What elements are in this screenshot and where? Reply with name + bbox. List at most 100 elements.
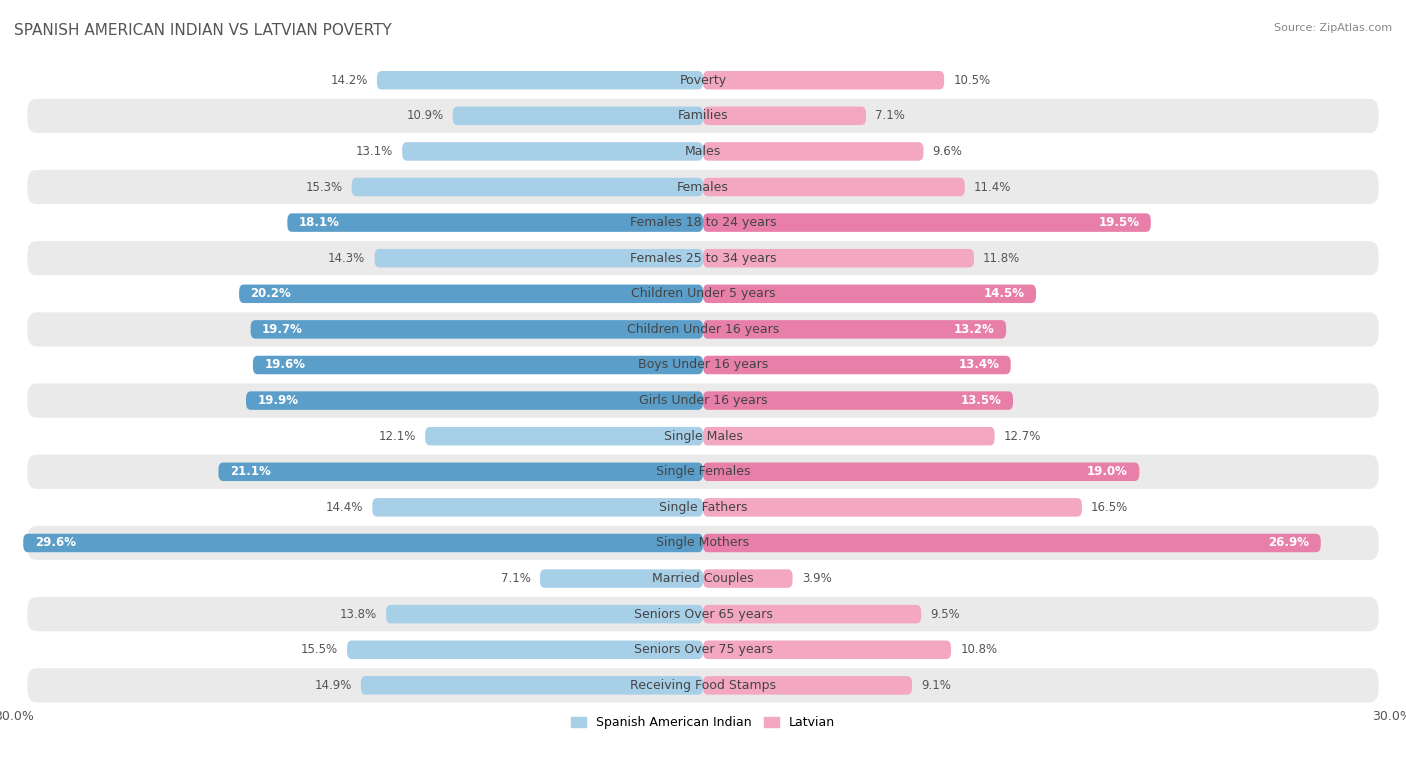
FancyBboxPatch shape: [361, 676, 703, 694]
Text: 14.4%: 14.4%: [326, 501, 363, 514]
FancyBboxPatch shape: [703, 569, 793, 587]
FancyBboxPatch shape: [27, 63, 1379, 97]
FancyBboxPatch shape: [387, 605, 703, 623]
FancyBboxPatch shape: [24, 534, 703, 553]
Text: Single Males: Single Males: [664, 430, 742, 443]
FancyBboxPatch shape: [425, 427, 703, 446]
Text: Seniors Over 65 years: Seniors Over 65 years: [634, 608, 772, 621]
Text: 12.1%: 12.1%: [378, 430, 416, 443]
FancyBboxPatch shape: [27, 99, 1379, 133]
FancyBboxPatch shape: [703, 534, 1320, 553]
Text: 7.1%: 7.1%: [501, 572, 531, 585]
Text: Children Under 16 years: Children Under 16 years: [627, 323, 779, 336]
Text: Girls Under 16 years: Girls Under 16 years: [638, 394, 768, 407]
FancyBboxPatch shape: [27, 205, 1379, 240]
FancyBboxPatch shape: [540, 569, 703, 587]
FancyBboxPatch shape: [27, 633, 1379, 667]
FancyBboxPatch shape: [27, 241, 1379, 275]
FancyBboxPatch shape: [27, 384, 1379, 418]
FancyBboxPatch shape: [27, 170, 1379, 204]
FancyBboxPatch shape: [239, 284, 703, 303]
FancyBboxPatch shape: [27, 134, 1379, 168]
FancyBboxPatch shape: [377, 71, 703, 89]
Text: 19.9%: 19.9%: [257, 394, 298, 407]
FancyBboxPatch shape: [27, 348, 1379, 382]
Text: Females 18 to 24 years: Females 18 to 24 years: [630, 216, 776, 229]
Text: 29.6%: 29.6%: [35, 537, 76, 550]
Text: Seniors Over 75 years: Seniors Over 75 years: [634, 644, 772, 656]
FancyBboxPatch shape: [352, 178, 703, 196]
Text: 15.5%: 15.5%: [301, 644, 337, 656]
Text: SPANISH AMERICAN INDIAN VS LATVIAN POVERTY: SPANISH AMERICAN INDIAN VS LATVIAN POVER…: [14, 23, 392, 38]
Text: 7.1%: 7.1%: [875, 109, 905, 122]
FancyBboxPatch shape: [27, 526, 1379, 560]
FancyBboxPatch shape: [703, 143, 924, 161]
FancyBboxPatch shape: [703, 178, 965, 196]
Text: 11.4%: 11.4%: [974, 180, 1011, 193]
Text: 10.9%: 10.9%: [406, 109, 443, 122]
FancyBboxPatch shape: [27, 277, 1379, 311]
FancyBboxPatch shape: [402, 143, 703, 161]
Text: 11.8%: 11.8%: [983, 252, 1021, 265]
FancyBboxPatch shape: [703, 284, 1036, 303]
FancyBboxPatch shape: [287, 213, 703, 232]
Text: 12.7%: 12.7%: [1004, 430, 1042, 443]
Text: 14.3%: 14.3%: [328, 252, 366, 265]
FancyBboxPatch shape: [703, 676, 912, 694]
Text: 13.1%: 13.1%: [356, 145, 392, 158]
Text: 18.1%: 18.1%: [299, 216, 340, 229]
FancyBboxPatch shape: [27, 490, 1379, 525]
Text: 19.6%: 19.6%: [264, 359, 305, 371]
Text: Receiving Food Stamps: Receiving Food Stamps: [630, 679, 776, 692]
Text: 13.5%: 13.5%: [960, 394, 1001, 407]
Text: 14.9%: 14.9%: [315, 679, 352, 692]
Text: 9.1%: 9.1%: [921, 679, 950, 692]
FancyBboxPatch shape: [253, 356, 703, 374]
Text: Females: Females: [678, 180, 728, 193]
FancyBboxPatch shape: [27, 597, 1379, 631]
FancyBboxPatch shape: [703, 427, 994, 446]
Text: Families: Families: [678, 109, 728, 122]
Text: 14.2%: 14.2%: [330, 74, 368, 86]
FancyBboxPatch shape: [703, 320, 1007, 339]
Text: 14.5%: 14.5%: [984, 287, 1025, 300]
FancyBboxPatch shape: [703, 249, 974, 268]
Text: Females 25 to 34 years: Females 25 to 34 years: [630, 252, 776, 265]
FancyBboxPatch shape: [347, 641, 703, 659]
FancyBboxPatch shape: [27, 312, 1379, 346]
Text: 19.7%: 19.7%: [262, 323, 302, 336]
FancyBboxPatch shape: [246, 391, 703, 410]
Text: 13.2%: 13.2%: [953, 323, 994, 336]
FancyBboxPatch shape: [453, 107, 703, 125]
FancyBboxPatch shape: [703, 107, 866, 125]
FancyBboxPatch shape: [373, 498, 703, 517]
FancyBboxPatch shape: [27, 419, 1379, 453]
FancyBboxPatch shape: [27, 562, 1379, 596]
Text: 10.5%: 10.5%: [953, 74, 990, 86]
FancyBboxPatch shape: [703, 213, 1152, 232]
Text: Poverty: Poverty: [679, 74, 727, 86]
Text: 13.8%: 13.8%: [340, 608, 377, 621]
Text: 13.4%: 13.4%: [959, 359, 1000, 371]
Text: 3.9%: 3.9%: [801, 572, 831, 585]
Text: 10.8%: 10.8%: [960, 644, 997, 656]
FancyBboxPatch shape: [703, 462, 1139, 481]
Text: Single Mothers: Single Mothers: [657, 537, 749, 550]
Text: Males: Males: [685, 145, 721, 158]
Text: 16.5%: 16.5%: [1091, 501, 1129, 514]
Text: 26.9%: 26.9%: [1268, 537, 1309, 550]
Text: Source: ZipAtlas.com: Source: ZipAtlas.com: [1274, 23, 1392, 33]
Legend: Spanish American Indian, Latvian: Spanish American Indian, Latvian: [565, 711, 841, 735]
Text: Boys Under 16 years: Boys Under 16 years: [638, 359, 768, 371]
FancyBboxPatch shape: [250, 320, 703, 339]
FancyBboxPatch shape: [703, 391, 1012, 410]
Text: 19.5%: 19.5%: [1098, 216, 1139, 229]
FancyBboxPatch shape: [374, 249, 703, 268]
FancyBboxPatch shape: [218, 462, 703, 481]
FancyBboxPatch shape: [703, 356, 1011, 374]
Text: 20.2%: 20.2%: [250, 287, 291, 300]
Text: Married Couples: Married Couples: [652, 572, 754, 585]
Text: 9.5%: 9.5%: [931, 608, 960, 621]
FancyBboxPatch shape: [703, 605, 921, 623]
Text: Children Under 5 years: Children Under 5 years: [631, 287, 775, 300]
